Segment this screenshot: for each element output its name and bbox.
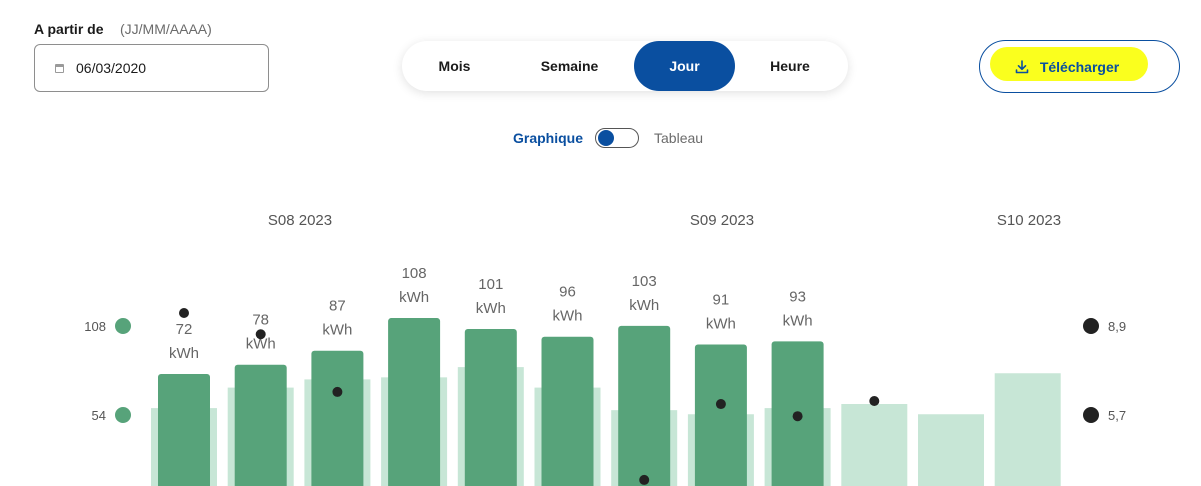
value-label: 108 xyxy=(402,265,427,282)
date-format-hint: (JJ/MM/AAAA) xyxy=(120,21,212,37)
right-axis-marker xyxy=(1083,318,1099,334)
temperature-dot xyxy=(869,396,880,407)
date-label: A partir de xyxy=(34,21,104,37)
left-axis-tick: 54 xyxy=(92,408,106,423)
value-label: 78 xyxy=(252,312,269,329)
value-label: 101 xyxy=(478,276,503,293)
consumption-bar xyxy=(618,325,671,486)
consumption-bar xyxy=(388,318,441,486)
week-label: S08 2023 xyxy=(268,212,332,229)
value-label: 93 xyxy=(789,288,806,305)
unit-label: kWh xyxy=(553,308,583,325)
value-label: 87 xyxy=(329,298,346,315)
period-jour-button[interactable]: Jour xyxy=(634,41,735,91)
value-label: 103 xyxy=(632,273,657,290)
right-axis-marker xyxy=(1083,407,1099,423)
unit-label: kWh xyxy=(169,345,199,362)
calendar-icon xyxy=(55,63,64,73)
week-label: S09 2023 xyxy=(690,212,754,229)
period-heure-button[interactable]: Heure xyxy=(770,58,810,74)
consumption-bar xyxy=(694,344,747,486)
unit-label: kWh xyxy=(476,300,506,317)
unit-label: kWh xyxy=(629,297,659,314)
date-value: 06/03/2020 xyxy=(76,60,147,76)
download-icon xyxy=(1015,59,1029,73)
consumption-bar xyxy=(464,328,517,486)
period-mois-button[interactable]: Mois xyxy=(438,58,471,74)
right-axis-tick: 5,7 xyxy=(1108,408,1126,423)
download-label: Télécharger xyxy=(1039,58,1120,75)
reference-bar xyxy=(918,414,984,486)
temperature-dot xyxy=(179,308,189,318)
value-label: 91 xyxy=(713,291,730,308)
unit-label: kWh xyxy=(783,312,813,329)
temperature-dot xyxy=(332,386,343,397)
week-label: S10 2023 xyxy=(997,212,1061,229)
left-axis-tick: 108 xyxy=(84,319,106,334)
consumption-bar xyxy=(234,364,287,486)
temperature-dot xyxy=(639,474,650,485)
left-axis-marker xyxy=(115,407,131,423)
temperature-dot xyxy=(715,399,726,410)
toggle-tableau-label[interactable]: Tableau xyxy=(654,130,704,146)
unit-label: kWh xyxy=(399,289,429,306)
value-label: 96 xyxy=(559,284,576,301)
unit-label: kWh xyxy=(706,315,736,332)
view-toggle: Graphique Tableau xyxy=(513,124,703,152)
left-axis-marker xyxy=(115,318,131,334)
consumption-bar xyxy=(541,336,594,486)
period-semaine-button[interactable]: Semaine xyxy=(540,58,599,74)
period-selector: Mois Semaine Jour Heure xyxy=(402,41,848,91)
temperature-dot xyxy=(255,329,266,340)
temperature-dot xyxy=(792,411,803,422)
unit-label: kWh xyxy=(246,336,276,353)
unit-label: kWh xyxy=(322,322,352,339)
date-input[interactable]: 06/03/2020 xyxy=(34,44,269,92)
view-toggle-switch[interactable] xyxy=(595,128,640,148)
reference-bar xyxy=(841,404,908,486)
consumption-bar xyxy=(158,374,210,486)
toggle-knob xyxy=(598,130,615,146)
right-axis-tick: 8,9 xyxy=(1108,319,1126,334)
value-label: 72 xyxy=(176,321,193,338)
download-button[interactable]: Télécharger xyxy=(979,40,1180,93)
download-highlight xyxy=(990,47,1148,81)
consumption-bar xyxy=(311,350,364,486)
reference-bar xyxy=(994,373,1061,486)
toggle-graphique-label[interactable]: Graphique xyxy=(513,130,584,146)
